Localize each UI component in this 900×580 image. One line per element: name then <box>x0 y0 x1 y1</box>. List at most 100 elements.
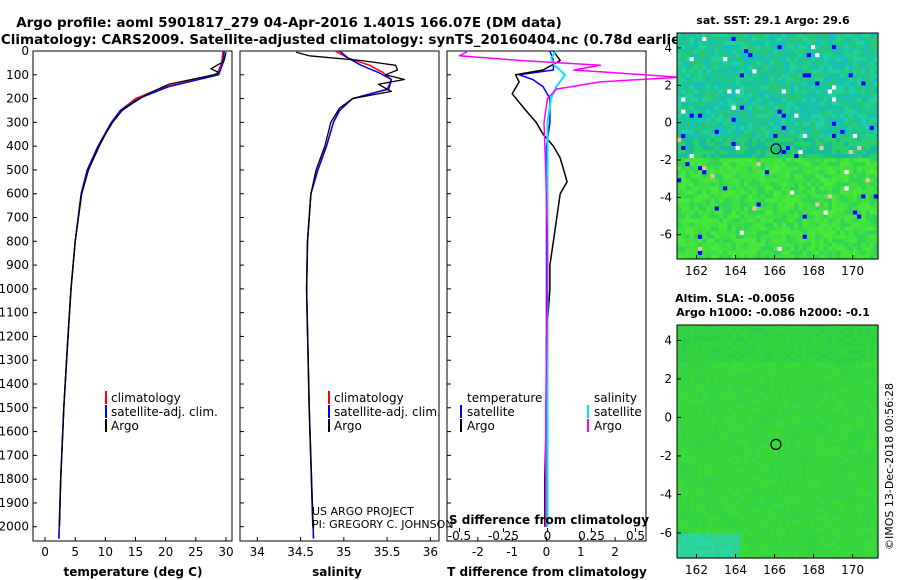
map-cell <box>735 325 741 330</box>
map-cell <box>840 487 846 493</box>
map-cell <box>702 49 707 54</box>
map-cell <box>693 73 699 78</box>
map-cell <box>815 33 820 38</box>
map-cell <box>718 341 724 347</box>
map-cell <box>723 81 728 87</box>
map-cell <box>752 162 758 167</box>
map-cell <box>735 495 741 501</box>
map-cell <box>823 77 829 83</box>
map-cell <box>831 101 837 107</box>
map-cell <box>811 141 816 147</box>
map-cell <box>869 61 875 66</box>
map-cell <box>819 487 825 493</box>
x-tick-label: 0 <box>41 545 49 559</box>
map-cell <box>693 246 699 252</box>
map-cell <box>777 206 783 212</box>
map-cell <box>790 41 795 46</box>
map-cell <box>781 101 787 107</box>
map-cell <box>697 246 703 252</box>
map-cell <box>844 366 850 372</box>
map-cell <box>815 458 820 463</box>
map-cell <box>819 133 825 139</box>
legend-satellite: satellite-adj. clim. <box>111 405 218 419</box>
map-cell <box>756 125 762 131</box>
map-cell <box>739 146 745 151</box>
map-cell <box>790 449 795 455</box>
map-cell <box>723 186 728 191</box>
map-cell <box>852 370 858 376</box>
map-cell <box>815 69 820 74</box>
map-cell <box>735 254 741 260</box>
map-cell <box>802 65 808 70</box>
map-cell <box>827 242 833 248</box>
map-cell <box>836 53 841 58</box>
map-cell <box>689 65 695 70</box>
map-cell <box>723 362 728 368</box>
depth-tick-label: 1400 <box>0 377 29 391</box>
series-line-salinity-argo <box>458 50 681 527</box>
map-cell <box>790 121 795 127</box>
map-cell <box>677 462 682 468</box>
map-cell <box>790 109 795 115</box>
map-cell <box>714 366 720 372</box>
map-cell <box>831 503 837 509</box>
map-cell <box>769 325 774 330</box>
map-cell <box>827 194 833 200</box>
map-cell <box>785 391 791 397</box>
map-cell <box>731 85 737 91</box>
map-cell <box>798 474 804 480</box>
map-cell <box>689 325 695 330</box>
map-cell <box>723 206 728 212</box>
map-cell <box>718 121 724 127</box>
map-cell <box>773 370 779 376</box>
map-cell <box>773 226 779 232</box>
map-cell <box>702 483 707 488</box>
map-cell <box>760 462 766 468</box>
map-cell <box>689 491 695 497</box>
map-cell <box>744 89 749 95</box>
map-cell <box>798 362 804 368</box>
map-cell <box>744 194 749 200</box>
map-cell <box>764 37 770 42</box>
map-cell <box>752 206 758 212</box>
map-cell <box>731 503 737 509</box>
map-cell <box>815 202 820 208</box>
map-cell <box>744 458 749 463</box>
map-cell <box>689 383 695 389</box>
map-cell <box>723 329 728 334</box>
map-cell <box>811 202 816 208</box>
map-cell <box>764 53 770 58</box>
map-cell <box>731 210 737 216</box>
x-tick-label: 34.5 <box>287 545 314 559</box>
map-cell <box>739 230 745 236</box>
map-cell <box>865 462 871 468</box>
map-cell <box>831 89 837 95</box>
map-cell <box>785 470 791 476</box>
map-cell <box>794 370 800 376</box>
map-cell <box>794 374 800 380</box>
map-cell <box>723 61 728 66</box>
map-cell <box>710 470 716 476</box>
map-cell <box>727 503 733 509</box>
map-cell <box>844 483 850 488</box>
map-cell <box>844 198 850 204</box>
map-cell <box>697 158 703 163</box>
map-cell <box>861 117 867 123</box>
map-cell <box>848 146 854 151</box>
map-cell <box>718 234 724 240</box>
map-cell <box>752 503 758 509</box>
map-cell <box>861 53 867 58</box>
map-cell <box>702 474 707 480</box>
map-cell <box>706 445 712 451</box>
map-cell <box>794 246 800 252</box>
map-cell <box>718 238 724 244</box>
map-cell <box>811 97 816 103</box>
map-cell <box>744 61 749 66</box>
map-cell <box>777 81 783 87</box>
map-cell <box>806 462 812 468</box>
map-cell <box>731 416 737 422</box>
map-cell <box>831 379 837 384</box>
map-cell <box>764 182 770 187</box>
map-cell <box>827 404 833 409</box>
map-cell <box>727 53 733 58</box>
